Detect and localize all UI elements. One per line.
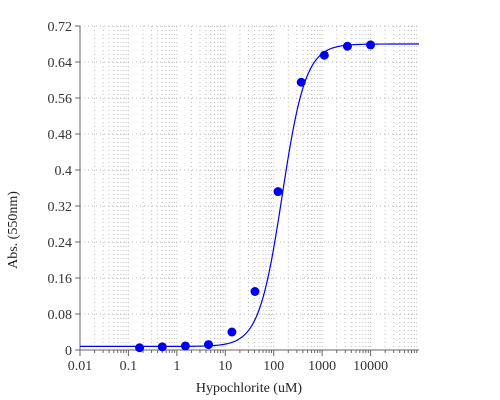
y-tick-label: 0.08	[48, 308, 73, 323]
data-points	[135, 40, 376, 353]
data-point	[227, 327, 237, 337]
x-tick-label: 1	[173, 359, 180, 374]
data-point	[250, 287, 260, 296]
y-tick-label: 0.64	[48, 56, 73, 71]
x-tick-label: 0.1	[120, 359, 138, 374]
y-tick-label: 0	[65, 344, 72, 359]
data-point	[296, 77, 306, 87]
fit-curve-layer	[80, 43, 419, 347]
y-axis-label: Abs. (550nm)	[6, 191, 21, 269]
grid-lines	[80, 25, 419, 350]
y-tick-label: 0.48	[48, 128, 73, 143]
x-tick-label: 100	[263, 359, 284, 374]
data-point	[157, 342, 167, 352]
data-point	[319, 50, 329, 60]
data-point	[180, 341, 190, 351]
y-tick-label: 0.4	[55, 164, 73, 179]
data-point	[366, 40, 376, 50]
y-tick-label: 0.24	[48, 236, 73, 251]
data-point	[342, 41, 352, 51]
x-axis-label: Hypochlorite (uM)	[196, 381, 302, 396]
x-tick-label: 10000	[353, 359, 388, 374]
y-tick-label: 0.72	[48, 20, 73, 35]
data-point	[135, 343, 145, 353]
data-point	[273, 187, 283, 197]
y-tick-label: 0.32	[48, 200, 73, 215]
fit-curve	[80, 43, 419, 347]
y-tick-label: 0.56	[48, 92, 73, 107]
tick-labels: 0 0.08 0.16 0.24 0.32 0.4 0.48 0.56 0.64 0.72 0.01…	[48, 20, 389, 374]
data-point	[203, 340, 213, 350]
x-tick-label: 0.01	[68, 359, 93, 374]
y-tick-label: 0.16	[48, 272, 73, 287]
x-tick-label: 10	[218, 359, 232, 374]
x-tick-label: 1000	[308, 359, 336, 374]
